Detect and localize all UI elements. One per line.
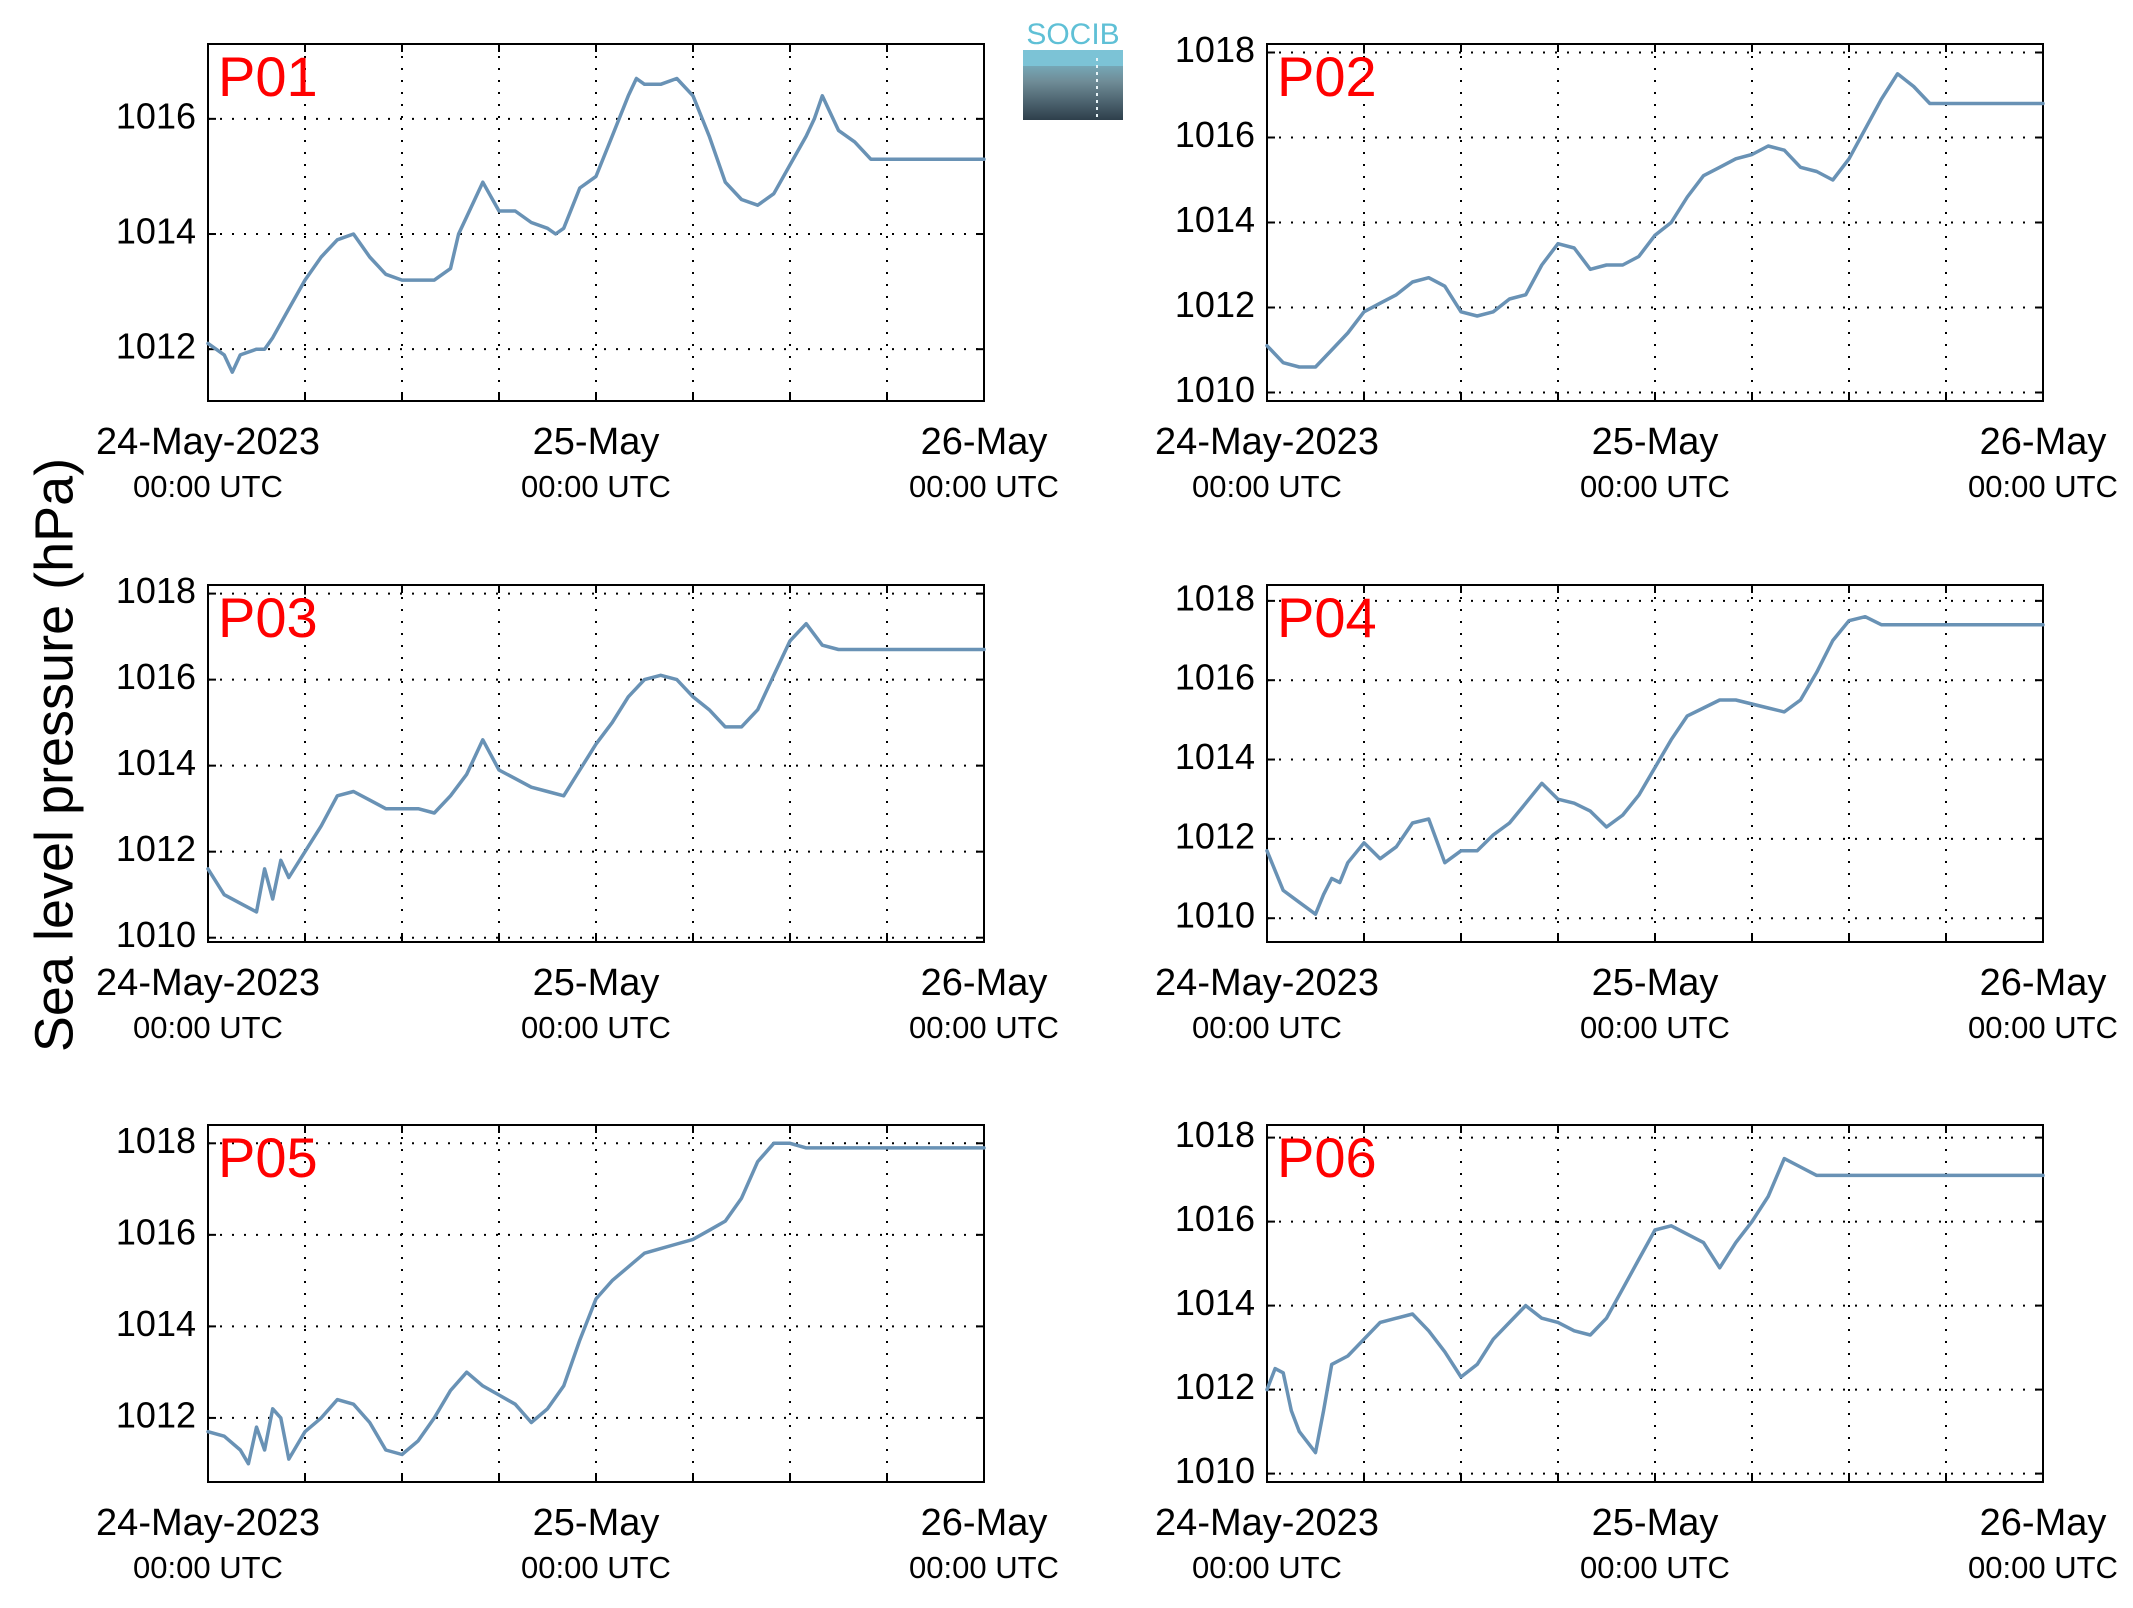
plot-area (1266, 584, 2044, 943)
y-tick-label: 1016 (1175, 657, 1255, 698)
y-tick-label: 1012 (116, 828, 196, 869)
x-tick-label-time: 00:00 UTC (1192, 469, 1342, 504)
x-tick-label-date: 26-May (1980, 1502, 2107, 1544)
y-tick-label: 1018 (1175, 577, 1255, 618)
chart-panel-p06: 1010 1012 1014 1016 1018 24-May-2023 00:00 UTC… (1155, 1114, 2118, 1585)
plot-area (207, 584, 985, 943)
x-tick-label-date: 25-May (1592, 962, 1719, 1004)
x-tick-label-date: 25-May (533, 1502, 660, 1544)
chart-panel-p05: 1012 1014 1016 1018 24-May-2023 00:00 UTC 25-M… (96, 1120, 1059, 1585)
x-tick-label-time: 00:00 UTC (1968, 1550, 2118, 1585)
x-tick-label-date: 24-May-2023 (1155, 421, 1379, 463)
y-tick-label: 1014 (116, 1303, 196, 1344)
logo-text: SOCIB (1026, 18, 1119, 51)
y-tick-label: 1016 (116, 95, 196, 136)
x-tick-label-time: 00:00 UTC (521, 469, 671, 504)
plot-area (207, 43, 985, 402)
pressure-series-line (206, 76, 986, 374)
y-axis-title: Sea level pressure (hPa) (24, 458, 84, 1052)
y-tick-label: 1018 (116, 570, 196, 611)
x-tick-label-time: 00:00 UTC (1192, 1010, 1342, 1045)
plot-area (1266, 1124, 2044, 1483)
y-tick-label: 1016 (116, 656, 196, 697)
x-tick-label-time: 00:00 UTC (1580, 469, 1730, 504)
y-tick-label: 1012 (1175, 284, 1255, 325)
panel-label: P03 (218, 586, 318, 649)
pressure-series-line (206, 1141, 986, 1466)
x-tick-label-time: 00:00 UTC (521, 1550, 671, 1585)
x-tick-label-time: 00:00 UTC (1968, 469, 2118, 504)
pressure-series-line (1265, 72, 2045, 369)
x-tick-label-time: 00:00 UTC (133, 469, 283, 504)
x-tick-label-date: 26-May (921, 421, 1048, 463)
panel-label: P01 (218, 45, 318, 108)
x-tick-label-date: 25-May (1592, 421, 1719, 463)
y-tick-label: 1010 (1175, 369, 1255, 410)
panel-label: P02 (1277, 45, 1377, 108)
y-tick-label: 1018 (1175, 1114, 1255, 1155)
y-tick-label: 1012 (1175, 1366, 1255, 1407)
y-tick-label: 1014 (1175, 736, 1255, 777)
x-tick-label-time: 00:00 UTC (1968, 1010, 2118, 1045)
y-tick-label: 1014 (116, 211, 196, 252)
y-tick-label: 1012 (116, 326, 196, 367)
panel-label: P06 (1277, 1126, 1377, 1189)
y-tick-label: 1012 (116, 1394, 196, 1435)
y-tick-label: 1016 (116, 1211, 196, 1252)
chart-panel-p01: 1012 1014 1016 24-May-2023 00:00 UTC 25-May 00… (96, 43, 1059, 504)
x-tick-label-date: 26-May (921, 1502, 1048, 1544)
x-tick-label-date: 24-May-2023 (1155, 1502, 1379, 1544)
x-tick-label-time: 00:00 UTC (521, 1010, 671, 1045)
x-tick-label-time: 00:00 UTC (909, 1010, 1059, 1045)
x-tick-label-time: 00:00 UTC (133, 1010, 283, 1045)
x-tick-label-time: 00:00 UTC (909, 469, 1059, 504)
pressure-series-line (206, 621, 986, 914)
x-tick-label-date: 25-May (1592, 1502, 1719, 1544)
panel-label: P04 (1277, 586, 1377, 649)
y-tick-label: 1016 (1175, 1198, 1255, 1239)
y-tick-label: 1014 (1175, 199, 1255, 240)
chart-panel-p02: 1010 1012 1014 1016 1018 24-May-2023 00:00 UTC… (1155, 29, 2118, 504)
y-tick-label: 1016 (1175, 114, 1255, 155)
plot-area (1266, 43, 2044, 402)
y-tick-label: 1010 (116, 914, 196, 955)
x-tick-label-time: 00:00 UTC (1192, 1550, 1342, 1585)
y-tick-label: 1018 (1175, 29, 1255, 70)
y-tick-label: 1012 (1175, 815, 1255, 856)
x-tick-label-date: 26-May (1980, 421, 2107, 463)
pressure-series-line (1265, 614, 2045, 916)
chart-panel-p04: 1010 1012 1014 1016 1018 24-May-2023 00:00 UTC… (1155, 577, 2118, 1045)
x-tick-label-date: 24-May-2023 (96, 1502, 320, 1544)
x-tick-label-date: 24-May-2023 (1155, 962, 1379, 1004)
x-tick-label-date: 24-May-2023 (96, 962, 320, 1004)
y-tick-label: 1010 (1175, 895, 1255, 936)
y-tick-label: 1014 (116, 742, 196, 783)
y-tick-label: 1018 (116, 1120, 196, 1161)
x-tick-label-date: 24-May-2023 (96, 421, 320, 463)
x-tick-label-date: 26-May (1980, 962, 2107, 1004)
socib-logo: SOCIB (1023, 18, 1123, 120)
x-tick-label-time: 00:00 UTC (133, 1550, 283, 1585)
x-tick-label-date: 26-May (921, 962, 1048, 1004)
x-tick-label-time: 00:00 UTC (1580, 1550, 1730, 1585)
x-tick-label-date: 25-May (533, 962, 660, 1004)
pressure-series-line (1265, 1156, 2045, 1455)
panel-label: P05 (218, 1126, 318, 1189)
x-tick-label-time: 00:00 UTC (1580, 1010, 1730, 1045)
x-tick-label-time: 00:00 UTC (909, 1550, 1059, 1585)
chart-panel-p03: 1010 1012 1014 1016 1018 24-May-2023 00:00 UTC… (96, 570, 1059, 1045)
y-tick-label: 1014 (1175, 1282, 1255, 1323)
y-tick-label: 1010 (1175, 1450, 1255, 1491)
x-tick-label-date: 25-May (533, 421, 660, 463)
